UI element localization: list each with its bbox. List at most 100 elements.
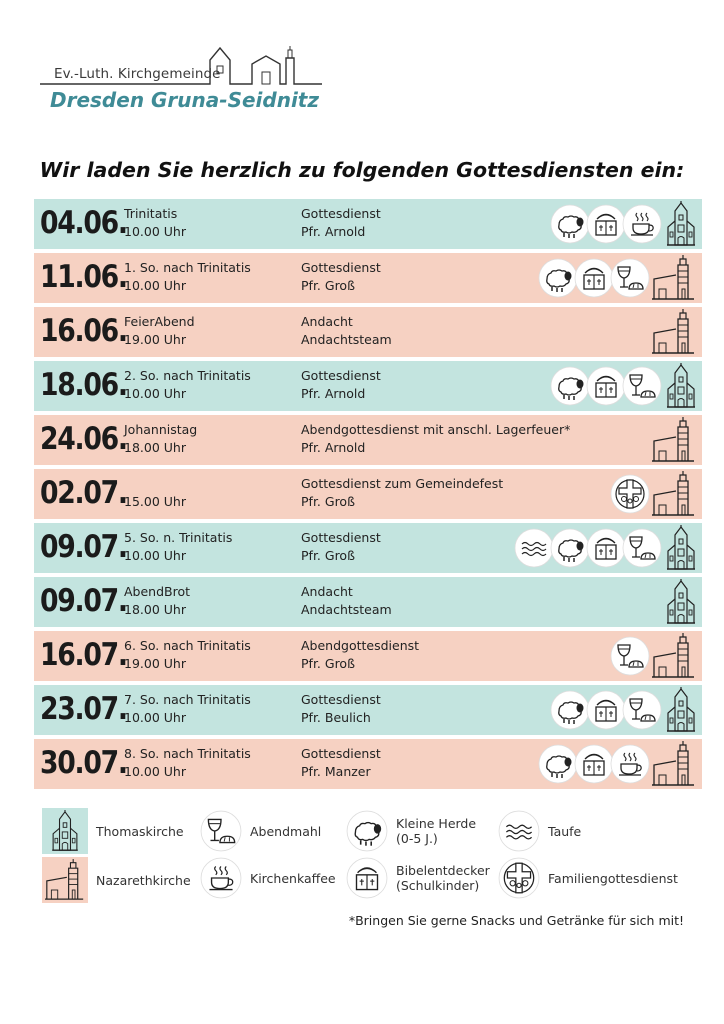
service-time: 19.00 Uhr bbox=[124, 656, 186, 671]
service-date: 16.06. bbox=[40, 313, 128, 349]
familiengottesdienst-icon bbox=[498, 857, 540, 899]
legend-kleine-herde-line1: Kleine Herde bbox=[396, 816, 477, 831]
service-occasion: 8. So. nach Trinitatis bbox=[124, 746, 251, 761]
abendmahl-icon bbox=[622, 690, 662, 730]
service-icons bbox=[554, 363, 696, 409]
legend-bibelentdecker-label: Bibelentdecker (Schulkinder) bbox=[396, 863, 490, 893]
abendmahl-icon bbox=[610, 258, 650, 298]
page-title: Wir laden Sie herzlich zu folgenden Gott… bbox=[39, 158, 685, 182]
nazarethkirche-icon bbox=[652, 741, 696, 787]
service-icons bbox=[650, 309, 696, 355]
service-leader: Pfr. Arnold bbox=[301, 224, 366, 239]
service-occasion: 5. So. n. Trinitatis bbox=[124, 530, 233, 545]
service-type: Andacht bbox=[301, 584, 353, 599]
service-occasion: 2. So. nach Trinitatis bbox=[124, 368, 251, 383]
service-row: 04.06. Trinitatis 10.00 Uhr Gottesdienst Pfr… bbox=[34, 199, 702, 249]
service-leader: Pfr. Arnold bbox=[301, 440, 366, 455]
service-date: 02.07. bbox=[40, 475, 128, 511]
legend-taufe: Taufe bbox=[498, 810, 581, 852]
service-row: 11.06. 1. So. nach Trinitatis 10.00 Uhr Got… bbox=[34, 253, 702, 303]
service-occasion: Johannistag bbox=[124, 422, 198, 437]
service-date: 04.06. bbox=[40, 205, 128, 241]
service-time: 18.00 Uhr bbox=[124, 440, 186, 455]
legend-kleine-herde-line2: (0-5 J.) bbox=[396, 831, 438, 846]
kleine-herde-icon bbox=[538, 744, 578, 784]
legend-kirchenkaffee-label: Kirchenkaffee bbox=[250, 870, 336, 886]
thomaskirche-icon bbox=[666, 579, 696, 625]
bibelentdecker-icon bbox=[586, 528, 626, 568]
legend-kleine-herde: Kleine Herde (0-5 J.) bbox=[346, 810, 476, 852]
service-leader: Pfr. Arnold bbox=[301, 386, 366, 401]
service-row: 23.07. 7. So. nach Trinitatis 10.00 Uhr Got… bbox=[34, 685, 702, 735]
service-icons bbox=[542, 255, 696, 301]
nazarethkirche-icon bbox=[652, 471, 696, 517]
service-type: Gottesdienst bbox=[301, 260, 381, 275]
kleine-herde-icon bbox=[550, 690, 590, 730]
service-type: Abendgottesdienst bbox=[301, 638, 420, 653]
legend-familiengottesdienst-label: Familiengottesdienst bbox=[548, 870, 678, 886]
service-type: Abendgottesdienst mit anschl. Lagerfeuer… bbox=[301, 422, 571, 437]
service-date: 18.06. bbox=[40, 367, 128, 403]
abendmahl-icon bbox=[622, 366, 662, 406]
taufe-icon bbox=[514, 528, 554, 568]
thomaskirche-icon bbox=[666, 687, 696, 733]
kleine-herde-icon bbox=[550, 204, 590, 244]
service-date: 11.06. bbox=[40, 259, 128, 295]
service-occasion: Trinitatis bbox=[124, 206, 178, 221]
org-name: Dresden Gruna-Seidnitz bbox=[50, 88, 320, 112]
service-leader: Pfr. Manzer bbox=[301, 764, 371, 779]
legend-nazarethkirche: Nazarethkirche bbox=[42, 857, 191, 903]
service-occasion: FeierAbend bbox=[124, 314, 195, 329]
thomaskirche-swatch bbox=[42, 808, 88, 854]
service-row: 16.07. 6. So. nach Trinitatis 19.00 Uhr Abe… bbox=[34, 631, 702, 681]
service-leader: Pfr. Groß bbox=[301, 656, 355, 671]
service-icons bbox=[518, 525, 696, 571]
service-type: Gottesdienst bbox=[301, 368, 381, 383]
service-row: 09.07. AbendBrot 18.00 Uhr Andacht Andachtst… bbox=[34, 577, 702, 627]
legend-kirchenkaffee: Kirchenkaffee bbox=[200, 857, 336, 899]
thomaskirche-icon bbox=[51, 810, 79, 852]
bibelentdecker-icon bbox=[574, 744, 614, 784]
legend-thomaskirche-label: Thomaskirche bbox=[96, 823, 184, 839]
taufe-icon bbox=[498, 810, 540, 852]
thomaskirche-icon bbox=[666, 201, 696, 247]
service-date: 23.07. bbox=[40, 691, 128, 727]
legend-familiengottesdienst: Familiengottesdienst bbox=[498, 857, 678, 899]
legend-thomaskirche: Thomaskirche bbox=[42, 808, 184, 854]
service-leader: Pfr. Groß bbox=[301, 548, 355, 563]
service-leader: Andachtsteam bbox=[301, 332, 392, 347]
legend-bibelentdecker-line2: (Schulkinder) bbox=[396, 878, 480, 893]
kirchenkaffee-icon bbox=[610, 744, 650, 784]
service-date: 09.07. bbox=[40, 583, 128, 619]
service-type: Gottesdienst bbox=[301, 746, 381, 761]
service-time: 10.00 Uhr bbox=[124, 764, 186, 779]
header: Ev.-Luth. Kirchgemeinde Dresden Gruna-Se… bbox=[38, 28, 328, 114]
kleine-herde-icon bbox=[550, 528, 590, 568]
service-date: 16.07. bbox=[40, 637, 128, 673]
service-type: Andacht bbox=[301, 314, 353, 329]
nazarethkirche-icon bbox=[652, 633, 696, 679]
service-leader: Pfr. Beulich bbox=[301, 710, 371, 725]
church-logo-icon bbox=[40, 46, 322, 85]
legend-kleine-herde-label: Kleine Herde (0-5 J.) bbox=[396, 816, 476, 846]
service-occasion: AbendBrot bbox=[124, 584, 191, 599]
bibelentdecker-icon bbox=[586, 690, 626, 730]
kleine-herde-icon bbox=[550, 366, 590, 406]
thomaskirche-icon bbox=[666, 363, 696, 409]
service-occasion: 1. So. nach Trinitatis bbox=[124, 260, 251, 275]
legend-abendmahl: Abendmahl bbox=[200, 810, 321, 852]
service-row: 18.06. 2. So. nach Trinitatis 10.00 Uhr Got… bbox=[34, 361, 702, 411]
service-time: 10.00 Uhr bbox=[124, 386, 186, 401]
service-row: 16.06. FeierAbend 19.00 Uhr Andacht Andachts… bbox=[34, 307, 702, 357]
legend-nazarethkirche-label: Nazarethkirche bbox=[96, 872, 191, 888]
familiengottesdienst-icon bbox=[610, 474, 650, 514]
service-leader: Pfr. Groß bbox=[301, 278, 355, 293]
nazarethkirche-icon bbox=[45, 859, 85, 901]
org-small-label: Ev.-Luth. Kirchgemeinde bbox=[54, 66, 221, 82]
service-row: 02.07. 15.00 Uhr Gottesdienst zum Gemeinde… bbox=[34, 469, 702, 519]
service-icons bbox=[662, 579, 696, 625]
bibelentdecker-icon bbox=[574, 258, 614, 298]
service-occasion: 6. So. nach Trinitatis bbox=[124, 638, 251, 653]
legend-taufe-label: Taufe bbox=[548, 823, 582, 839]
service-time: 10.00 Uhr bbox=[124, 224, 186, 239]
